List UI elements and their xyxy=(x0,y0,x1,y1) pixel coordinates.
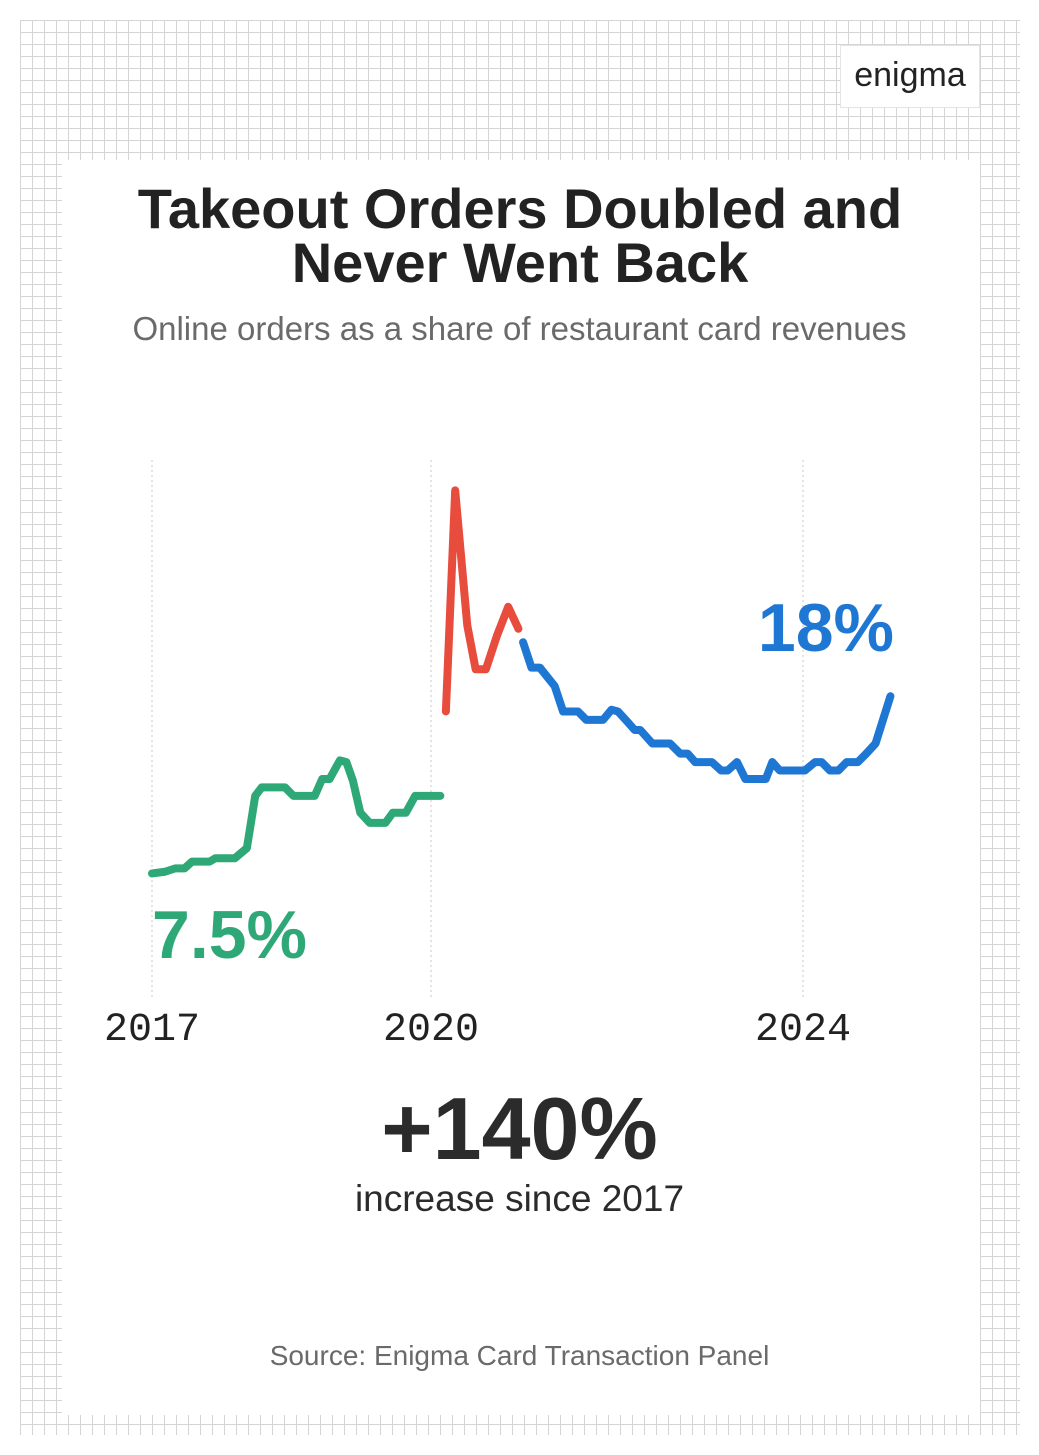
end-label: 18% xyxy=(758,590,894,666)
x-tick-label: 2024 xyxy=(755,1008,851,1053)
chart-title: Takeout Orders Doubled and Never Went Ba… xyxy=(137,177,903,294)
panel xyxy=(62,160,980,1415)
data-line xyxy=(519,638,895,783)
callout-caption: increase since 2017 xyxy=(354,1178,685,1219)
chart-subtitle: Online orders as a share of restaurant c… xyxy=(132,310,907,347)
data-line xyxy=(148,756,445,878)
x-tick-label: 2020 xyxy=(383,1008,479,1053)
callout-value: +140% xyxy=(381,1079,658,1178)
data-line xyxy=(441,486,523,716)
x-tick-label: 2017 xyxy=(104,1008,200,1053)
start-label: 7.5% xyxy=(152,897,307,973)
logo: enigma xyxy=(840,45,980,108)
source: Source: Enigma Card Transaction Panel xyxy=(269,1340,770,1371)
